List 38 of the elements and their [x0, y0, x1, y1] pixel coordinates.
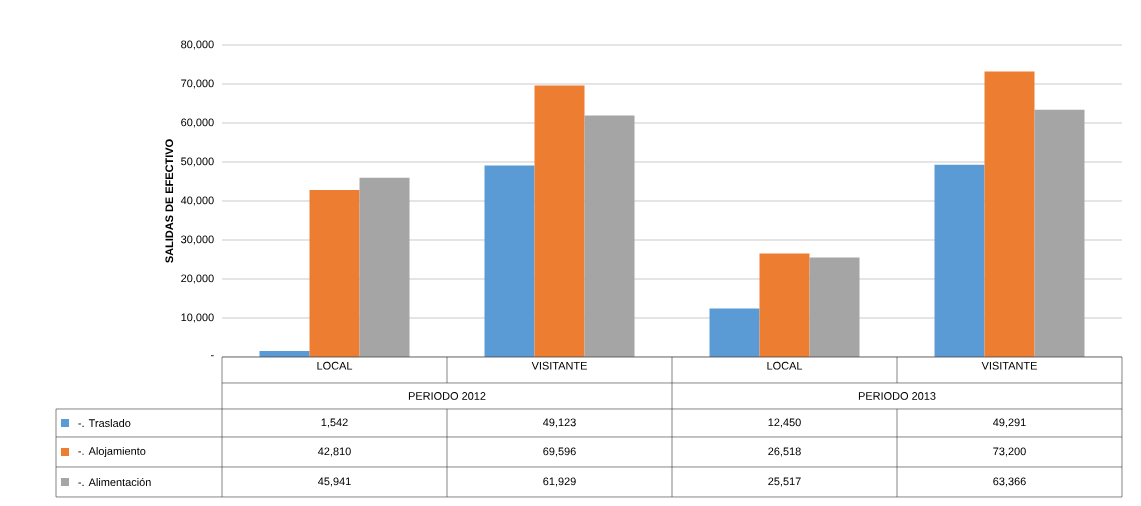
bar	[934, 164, 985, 357]
data-label: 45,941	[318, 477, 351, 487]
text: PERIODO 2012	[408, 392, 486, 400]
bar	[484, 165, 535, 357]
y-tick-label: 80,000	[181, 40, 214, 50]
bar	[984, 71, 1035, 357]
y-tick-label: 60,000	[181, 118, 214, 128]
data-label: 49,291	[992, 418, 1026, 428]
y-tick-label: 30,000	[181, 235, 214, 245]
legend-label: -. Alimentación	[78, 477, 151, 487]
x-tick-label: LOCAL	[317, 361, 353, 370]
data-label: 73,200	[993, 447, 1026, 457]
y-tick-label: 20,000	[181, 274, 214, 284]
data-label: 26,518	[768, 447, 801, 457]
data-label: 69,596	[543, 447, 576, 457]
data-label: 63,366	[993, 477, 1026, 487]
y-tick-label: 70,000	[181, 79, 214, 89]
data-label: 61,929	[543, 477, 576, 487]
y-tick-label: 10,000	[181, 313, 214, 323]
x-tick-label: VISITANTE	[981, 361, 1037, 370]
bar	[534, 85, 585, 357]
y-tick-label: -	[210, 355, 214, 357]
data-label: 12,450	[768, 418, 801, 428]
legend-label: -. Alojamiento	[78, 446, 146, 458]
data-label: 49,123	[543, 418, 576, 428]
bar	[309, 190, 360, 357]
x-tick-label: LOCAL	[767, 361, 803, 370]
data-label: 42,810	[318, 447, 351, 457]
y-axis-title: SALIDAS DE EFECTIVO	[165, 139, 174, 263]
legend-label: -. Traslado	[78, 418, 131, 428]
data-label: 1,542	[321, 418, 348, 428]
y-tick-label: 40,000	[180, 196, 214, 206]
data-label: 25,517	[768, 477, 801, 487]
bar	[759, 253, 810, 357]
bar	[709, 308, 760, 357]
x-tick-label: VISITANTE	[531, 361, 587, 370]
text: PERIODO 2013	[858, 392, 936, 400]
y-tick-label: 50,000	[181, 157, 214, 167]
